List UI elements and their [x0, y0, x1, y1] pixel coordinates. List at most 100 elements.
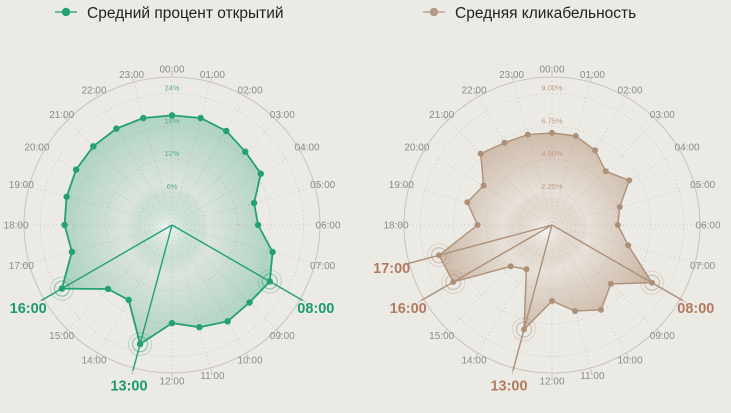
hour-label: 23:00 — [499, 70, 524, 81]
data-point-16:00[interactable] — [450, 279, 457, 286]
ripple-ring-icon — [515, 321, 533, 338]
radial-tick-label: 12% — [164, 149, 179, 158]
ripple-ring-icon — [512, 317, 537, 342]
radial-tick-label: 9.00% — [541, 83, 563, 92]
hour-label: 01:00 — [580, 70, 605, 81]
hour-label: 04:00 — [295, 143, 320, 154]
highlight-spoke-line — [551, 224, 684, 302]
open-rate-chart-canvas[interactable]: 00:00 01:00 02:00 03:00 04:00 05:00 06:00 07:00… — [0, 40, 365, 408]
hour-label: 10:00 — [617, 356, 642, 367]
data-point-15:00[interactable] — [507, 263, 514, 270]
data-point-01:00[interactable] — [197, 114, 204, 122]
data-point-03:00[interactable] — [242, 148, 249, 155]
hour-label-highlighted: 13:00 — [110, 378, 147, 394]
click-rate-polar-chart[interactable]: 00:00 01:00 02:00 03:00 04:00 05:00 06:00 07:00… — [366, 40, 731, 408]
hour-label: 02:00 — [237, 85, 262, 96]
data-point-13:00[interactable] — [521, 326, 528, 333]
ripple-ring-icon — [430, 247, 448, 264]
hour-label: 10:00 — [237, 356, 262, 367]
hour-label: 00:00 — [159, 65, 184, 76]
hour-label: 21:00 — [429, 110, 454, 121]
data-point-04:00[interactable] — [257, 170, 264, 177]
data-point-21:00[interactable] — [477, 150, 484, 157]
data-point-05:00[interactable] — [616, 203, 623, 210]
line-marker-icon — [54, 2, 78, 27]
hour-label: 19:00 — [9, 180, 34, 191]
legend-item-open-rate[interactable]: Средний процент открытий — [54, 3, 284, 25]
hour-label: 20:00 — [404, 143, 429, 154]
radial-tick-label: 2.25% — [541, 182, 563, 191]
series-area — [438, 132, 653, 331]
data-point-22:00[interactable] — [501, 139, 508, 146]
hour-label-highlighted: 13:00 — [490, 378, 527, 394]
data-point-21:00[interactable] — [90, 143, 97, 150]
hour-label: 14:00 — [81, 356, 106, 367]
data-point-05:00[interactable] — [250, 199, 258, 207]
data-point-17:00[interactable] — [68, 248, 76, 256]
hour-label: 01:00 — [200, 70, 225, 81]
ripple-ring-icon — [261, 273, 278, 290]
hour-label: 04:00 — [675, 143, 700, 154]
data-point-07:00[interactable] — [269, 248, 276, 256]
data-point-06:00[interactable] — [614, 222, 621, 228]
highlight-spoke-line — [420, 224, 553, 302]
data-point-03:00[interactable] — [602, 168, 609, 175]
data-point-14:00[interactable] — [523, 266, 530, 273]
data-point-23:00[interactable] — [140, 114, 147, 122]
legend-label-open-rate: Средний процент открытий — [87, 5, 284, 22]
hour-label: 22:00 — [81, 85, 106, 96]
radial-tick-label: 24% — [164, 83, 179, 92]
data-point-19:00[interactable] — [63, 193, 70, 200]
data-point-08:00[interactable] — [649, 279, 656, 286]
hour-label: 20:00 — [24, 143, 49, 154]
ripple-ring-icon — [53, 280, 70, 297]
data-point-00:00[interactable] — [168, 112, 176, 119]
data-point-09:00[interactable] — [246, 299, 253, 306]
data-point-12:00[interactable] — [168, 319, 176, 327]
data-point-10:00[interactable] — [224, 318, 231, 325]
data-point-18:00[interactable] — [61, 221, 68, 229]
hour-label: 03:00 — [650, 110, 675, 121]
line-marker-icon — [422, 2, 446, 27]
data-point-11:00[interactable] — [196, 323, 203, 331]
hour-label: 02:00 — [617, 85, 642, 96]
highlight-spoke-line — [171, 224, 304, 302]
hour-label: 22:00 — [461, 85, 486, 96]
hour-label: 06:00 — [315, 221, 340, 232]
data-point-04:00[interactable] — [626, 177, 633, 184]
data-point-18:00[interactable] — [474, 222, 481, 228]
data-point-17:00[interactable] — [436, 252, 443, 259]
data-point-23:00[interactable] — [524, 131, 531, 138]
data-point-22:00[interactable] — [113, 125, 120, 132]
legend-item-click-rate[interactable]: Средняя кликабельность — [422, 3, 636, 25]
data-point-14:00[interactable] — [125, 296, 132, 304]
data-point-09:00[interactable] — [607, 280, 614, 287]
data-point-00:00[interactable] — [549, 129, 555, 136]
data-point-19:00[interactable] — [464, 199, 471, 206]
data-point-20:00[interactable] — [72, 166, 80, 173]
data-point-06:00[interactable] — [254, 221, 262, 229]
data-point-10:00[interactable] — [597, 306, 604, 313]
radial-tick-label: 6% — [167, 182, 178, 191]
data-point-11:00[interactable] — [572, 308, 579, 315]
data-point-08:00[interactable] — [266, 278, 273, 285]
hour-label: 14:00 — [461, 356, 486, 367]
data-point-02:00[interactable] — [223, 127, 230, 135]
hour-label: 21:00 — [49, 110, 74, 121]
data-point-15:00[interactable] — [104, 285, 112, 293]
hour-label: 00:00 — [539, 65, 564, 76]
ripple-ring-icon — [131, 336, 149, 353]
data-point-07:00[interactable] — [625, 242, 632, 249]
data-point-01:00[interactable] — [572, 133, 579, 140]
data-point-13:00[interactable] — [136, 340, 144, 348]
data-point-20:00[interactable] — [480, 182, 487, 189]
click-rate-chart-canvas[interactable]: 00:00 01:00 02:00 03:00 04:00 05:00 06:00 07:00… — [366, 40, 731, 408]
hour-label: 15:00 — [429, 331, 454, 342]
data-point-02:00[interactable] — [592, 147, 599, 154]
open-rate-polar-chart[interactable]: 00:00 01:00 02:00 03:00 04:00 05:00 06:00 07:00… — [0, 40, 365, 408]
highlight-spoke-line — [512, 224, 553, 372]
hour-label: 07:00 — [310, 261, 335, 272]
hour-label: 11:00 — [200, 371, 225, 382]
data-point-12:00[interactable] — [549, 298, 555, 305]
data-point-16:00[interactable] — [58, 285, 66, 292]
